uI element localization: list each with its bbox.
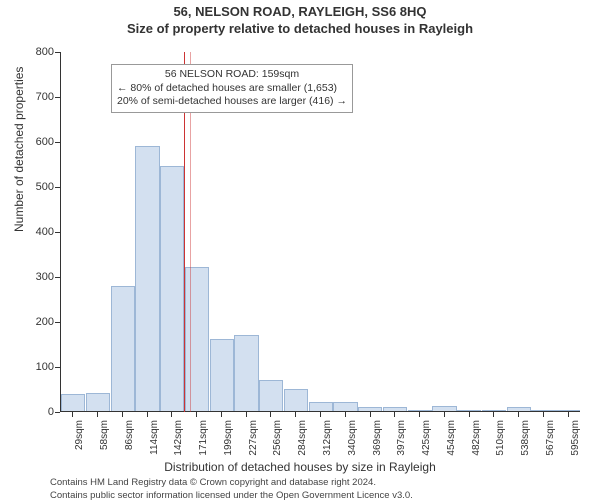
histogram-bar (333, 402, 357, 411)
x-tick-label: 482sqm (471, 420, 482, 460)
histogram-bar (160, 166, 184, 411)
x-tick-label: 425sqm (421, 420, 432, 460)
x-tick-label: 199sqm (223, 420, 234, 460)
y-tick-label: 0 (24, 406, 54, 418)
y-tick-label: 700 (24, 91, 54, 103)
histogram-bar (507, 407, 531, 412)
histogram-plot: 56 NELSON ROAD: 159sqm← 80% of detached … (60, 52, 580, 412)
histogram-bar (185, 267, 209, 411)
histogram-bar (86, 393, 110, 411)
x-tick-label: 284sqm (297, 420, 308, 460)
footer-line-2: Contains public sector information licen… (50, 490, 413, 502)
x-tick-label: 510sqm (495, 420, 506, 460)
x-tick-label: 312sqm (322, 420, 333, 460)
histogram-bar (284, 389, 308, 411)
histogram-bar (135, 146, 159, 411)
y-tick-label: 800 (24, 46, 54, 58)
histogram-bar (408, 410, 432, 411)
histogram-bar (556, 410, 580, 411)
y-tick-label: 600 (24, 136, 54, 148)
histogram-bar (234, 335, 258, 412)
x-tick-label: 58sqm (99, 420, 110, 460)
page-title: 56, NELSON ROAD, RAYLEIGH, SS6 8HQ (0, 4, 600, 19)
x-tick-label: 567sqm (545, 420, 556, 460)
histogram-bar (432, 406, 456, 411)
x-tick-label: 595sqm (570, 420, 581, 460)
footer: Contains HM Land Registry data © Crown c… (50, 477, 413, 502)
histogram-bar (259, 380, 283, 412)
x-tick-label: 142sqm (173, 420, 184, 460)
histogram-bar (531, 410, 555, 411)
histogram-bar (358, 407, 382, 412)
y-tick-label: 500 (24, 181, 54, 193)
x-tick-label: 454sqm (446, 420, 457, 460)
x-tick-label: 114sqm (149, 420, 160, 460)
footer-line-1: Contains HM Land Registry data © Crown c… (50, 477, 413, 489)
x-tick-label: 227sqm (248, 420, 259, 460)
histogram-bar (210, 339, 234, 411)
histogram-bar (111, 286, 135, 411)
histogram-bar (61, 394, 85, 411)
x-tick-label: 369sqm (372, 420, 383, 460)
histogram-bar (482, 410, 506, 411)
annotation-line: 56 NELSON ROAD: 159sqm (117, 68, 347, 82)
page-subtitle: Size of property relative to detached ho… (0, 21, 600, 36)
chart-area: 56 NELSON ROAD: 159sqm← 80% of detached … (60, 52, 580, 412)
annotation-box: 56 NELSON ROAD: 159sqm← 80% of detached … (111, 64, 353, 113)
x-tick-label: 256sqm (272, 420, 283, 460)
x-tick-label: 340sqm (347, 420, 358, 460)
histogram-bar (309, 402, 333, 411)
annotation-line: 20% of semi-detached houses are larger (… (117, 95, 347, 109)
y-tick-label: 200 (24, 316, 54, 328)
histogram-bar (383, 407, 407, 412)
y-tick-label: 300 (24, 271, 54, 283)
x-tick-label: 171sqm (198, 420, 209, 460)
x-tick-label: 29sqm (74, 420, 85, 460)
x-tick-label: 397sqm (396, 420, 407, 460)
x-tick-label: 86sqm (124, 420, 135, 460)
annotation-line: ← 80% of detached houses are smaller (1,… (117, 82, 347, 96)
histogram-bar (457, 410, 481, 411)
x-axis-label: Distribution of detached houses by size … (0, 460, 600, 474)
y-tick-label: 100 (24, 361, 54, 373)
x-tick-label: 538sqm (520, 420, 531, 460)
y-tick-label: 400 (24, 226, 54, 238)
